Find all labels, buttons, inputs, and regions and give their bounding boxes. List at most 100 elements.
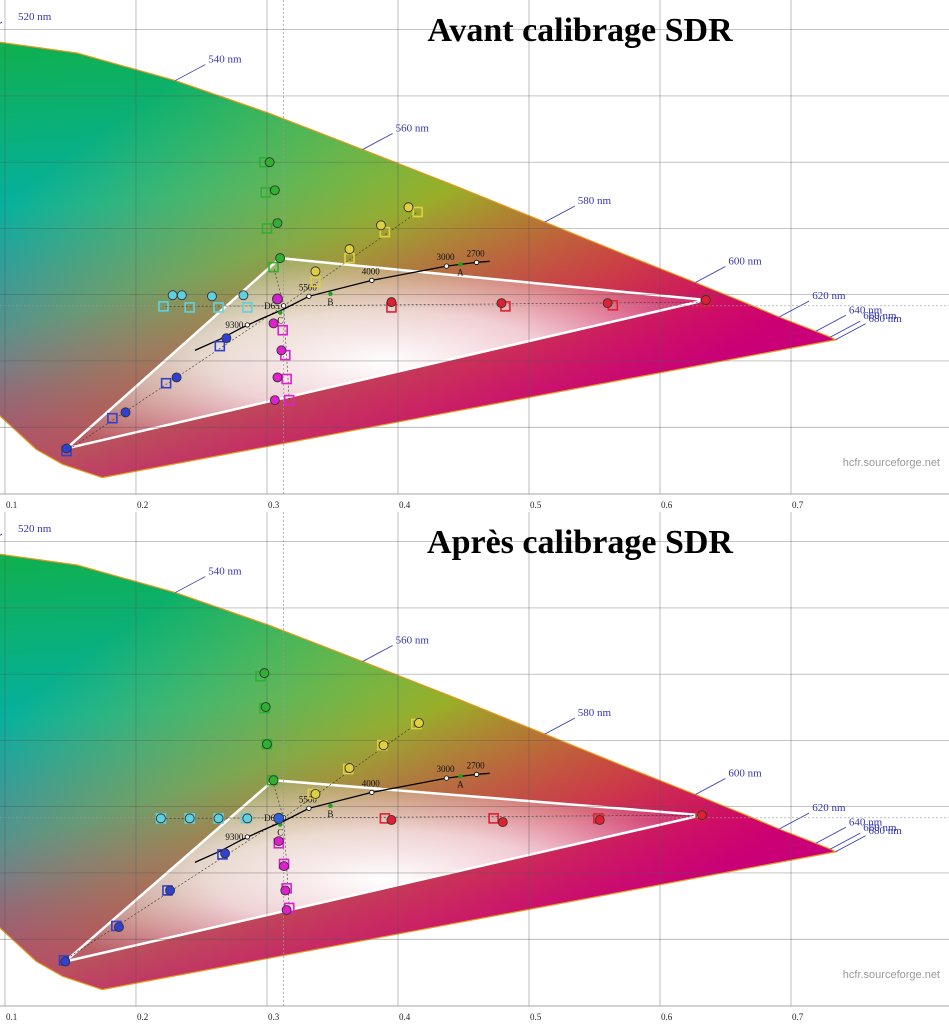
measure-point (264, 157, 275, 168)
measure-point (259, 668, 270, 679)
measure-point (213, 813, 224, 824)
wavelength-label: 560 nm (396, 634, 430, 646)
target-square (160, 377, 172, 389)
reference-label: D65 (264, 301, 280, 311)
wavelength-label: 680 nm (869, 313, 903, 325)
measure-point (184, 813, 195, 824)
wavelength-leader (0, 533, 3, 536)
wavelength-label: 640 nm (849, 304, 883, 316)
reference-point (244, 834, 250, 840)
measure-point (221, 333, 232, 344)
illuminant (458, 774, 463, 779)
wavelength-leader (815, 314, 847, 332)
reference-point (369, 277, 375, 283)
saturation-path (283, 211, 418, 307)
wavelength-label: 580 nm (578, 195, 612, 207)
wavelength-leader (695, 778, 726, 795)
measure-point (268, 775, 279, 786)
measure-point (61, 443, 72, 454)
wavelength-label: 680 nm (869, 825, 903, 837)
illuminant-label: B (327, 809, 333, 819)
target-square (214, 340, 226, 352)
watermark: hcfr.sourceforge.net (843, 969, 940, 981)
target-square (107, 412, 118, 424)
target-square (213, 302, 224, 313)
wavelength-leader (835, 323, 866, 341)
reference-point (473, 259, 480, 265)
reference-label: 5500 (299, 282, 318, 292)
measure-point (281, 905, 292, 916)
measure-point (176, 290, 187, 301)
gamut-outline (64, 778, 703, 963)
illuminant (328, 291, 333, 297)
reference-point (306, 293, 312, 299)
reference-label: 4000 (362, 778, 381, 788)
wavelength-label: 660 nm (863, 310, 897, 322)
illuminant-label: A (457, 267, 464, 277)
measure-point (497, 817, 508, 828)
x-tick-label: 0.1 (6, 500, 17, 510)
wavelength-leader (695, 266, 726, 283)
illuminant-label: B (327, 297, 333, 307)
wavelength-label: 600 nm (728, 256, 762, 268)
target-square (283, 394, 295, 406)
gamut-outline (65, 256, 707, 450)
measure-point (114, 922, 124, 932)
x-tick-label: 0.4 (399, 1012, 411, 1022)
illuminant-label: C (277, 316, 283, 326)
reference-label: 3000 (436, 764, 455, 774)
measure-point (120, 407, 131, 418)
measure-point (268, 318, 279, 329)
measure-point (280, 885, 291, 896)
reference-label: 3000 (436, 252, 455, 262)
measure-point (155, 813, 166, 824)
reference-point (443, 263, 450, 269)
measure-point (171, 372, 182, 383)
reference-label: 2700 (467, 248, 486, 258)
wavelength-leader (175, 576, 206, 593)
measure-point (242, 813, 253, 824)
x-tick-label: 0.2 (137, 500, 148, 510)
measure-point (344, 244, 355, 255)
illuminant (458, 262, 463, 267)
measure-point (269, 185, 280, 196)
reference-point (281, 303, 287, 309)
wavelength-label: 560 nm (396, 122, 430, 134)
wavelength-leader (815, 826, 847, 844)
target-square (261, 223, 273, 234)
wavelength-leader (362, 645, 393, 662)
target-square (488, 813, 499, 824)
measure-point (220, 848, 231, 859)
x-tick-label: 0.3 (268, 500, 280, 510)
measure-point (167, 290, 178, 301)
white-measure (273, 812, 285, 824)
wavelength-leader (362, 133, 393, 150)
wavelength-leader (544, 717, 575, 735)
wavelength-label: 620 nm (812, 290, 846, 302)
x-tick-label: 0.2 (137, 1012, 148, 1022)
reference-point (244, 322, 250, 328)
wavelength-leader (779, 300, 810, 318)
reference-label: 5500 (299, 794, 318, 804)
white-measure (272, 293, 283, 305)
measure-point (414, 718, 424, 728)
wavelength-label: 620 nm (812, 802, 846, 814)
wavelength-leader (0, 21, 3, 24)
reference-point (443, 775, 450, 781)
chart-title: Avant calibrage SDR (427, 12, 733, 49)
x-tick-label: 0.5 (530, 1012, 542, 1022)
reference-label: 9300 (225, 832, 244, 842)
wavelength-leader (175, 64, 206, 81)
measure-point (496, 298, 507, 309)
x-tick-label: 0.6 (661, 1012, 673, 1022)
measure-point (262, 739, 272, 750)
target-square (277, 324, 289, 336)
reference-label: D65 (264, 813, 280, 823)
wavelength-label: 520 nm (18, 11, 52, 23)
wavelength-leader (544, 205, 575, 223)
measure-point (602, 298, 613, 309)
gamut-fill (65, 780, 702, 962)
wavelength-label: 540 nm (208, 54, 242, 66)
